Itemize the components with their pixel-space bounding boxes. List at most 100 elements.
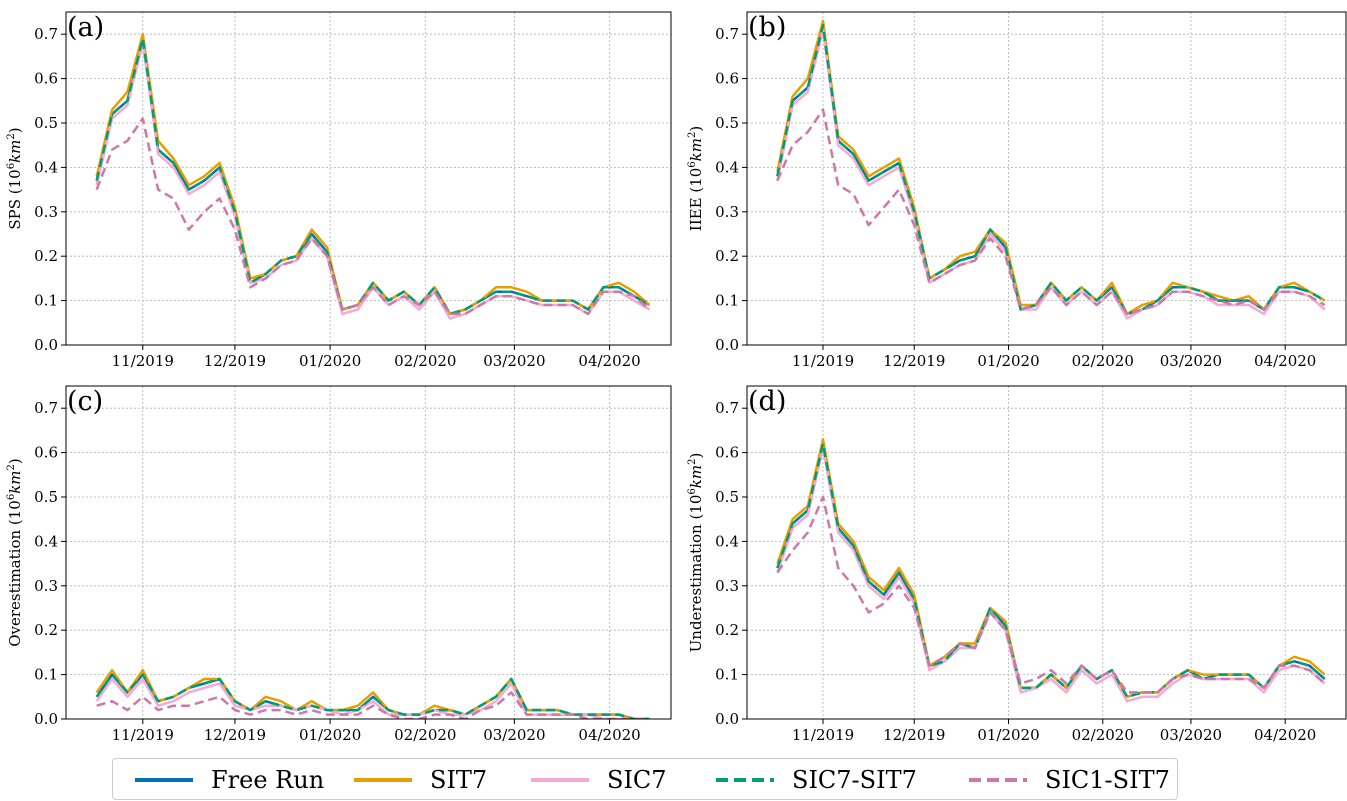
y-tick-label: 0.5 [34, 114, 58, 132]
y-tick-label: 0.3 [34, 203, 58, 221]
y-axis-label: Overestimation (106km2) [6, 458, 24, 647]
legend-item-sic7-sit7: SIC7-SIT7 [716, 759, 917, 801]
y-tick-label: 0.7 [715, 25, 739, 43]
series-line-sic7 [776, 446, 1326, 703]
legend-swatch-sit7 [354, 778, 412, 782]
panel-c: 0.0 0.1 0.2 0.3 0.4 0.5 0.6 0.7 11/2019 12/2019 01… [6, 385, 672, 744]
series-line-sic1-sit7 [776, 495, 1326, 694]
legend-swatch-sic7-sit7 [716, 778, 774, 782]
x-tick-label: 11/2019 [112, 352, 174, 370]
y-tick-label: 0.1 [715, 666, 739, 684]
series-line-sit7 [95, 668, 650, 719]
x-tick-label: 01/2020 [299, 726, 361, 744]
y-tick-label: 0.1 [34, 292, 58, 310]
x-tick-label: 02/2020 [394, 352, 456, 370]
legend-label-sit7: SIT7 [430, 766, 488, 794]
legend-swatch-sic1-sit7 [969, 778, 1027, 782]
x-tick-label: 11/2019 [792, 726, 854, 744]
legend-item-sic1-sit7: SIC1-SIT7 [969, 759, 1170, 801]
y-tick-label: 0.7 [34, 25, 58, 43]
y-tick-label: 0.3 [34, 577, 58, 595]
panel-letter: (c) [67, 386, 103, 417]
x-tick-label: 11/2019 [112, 726, 174, 744]
series-line-sic7 [776, 28, 1326, 320]
axes-frame [746, 385, 1347, 720]
y-tick-label: 0.6 [715, 444, 739, 462]
y-tick-label: 0.2 [715, 247, 739, 265]
figure: 0.0 0.1 0.2 0.3 0.4 0.5 0.6 0.7 11/2019 12/2019 01… [6, 11, 1347, 744]
y-tick-label: 0.4 [34, 158, 58, 176]
x-tick-label: 12/2019 [883, 726, 945, 744]
x-tick-label: 03/2020 [483, 726, 545, 744]
axes-frame [746, 11, 1347, 346]
x-tick-label: 01/2020 [299, 352, 361, 370]
y-tick-label: 0.0 [715, 336, 739, 354]
series-line-sit7 [776, 438, 1326, 699]
series-line-sic1-sit7 [96, 691, 650, 719]
series-line-sic7 [95, 41, 651, 320]
x-tick-label: 02/2020 [394, 726, 456, 744]
y-tick-label: 0.3 [715, 203, 739, 221]
x-tick-label: 03/2020 [1160, 352, 1222, 370]
x-tick-label: 02/2020 [1072, 352, 1134, 370]
legend-item-free-run: Free Run [135, 759, 324, 801]
y-tick-label: 0.0 [34, 710, 58, 728]
series-line-sic1-sit7 [95, 117, 651, 316]
legend-label-sic1-sit7: SIC1-SIT7 [1045, 766, 1170, 794]
series-line-sic7-sit7 [776, 442, 1326, 699]
y-tick-label: 0.6 [34, 444, 58, 462]
legend-label-free-run: Free Run [211, 766, 325, 794]
y-tick-label: 0.5 [715, 488, 739, 506]
y-tick-label: 0.6 [715, 70, 739, 88]
x-tick-label: 04/2020 [578, 352, 640, 370]
legend-label-sic7: SIC7 [607, 766, 667, 794]
x-tick-label: 04/2020 [1254, 726, 1316, 744]
x-tick-label: 03/2020 [483, 352, 545, 370]
axes-frame [65, 11, 672, 346]
y-tick-label: 0.7 [715, 399, 739, 417]
x-tick-label: 04/2020 [578, 726, 640, 744]
y-tick-label: 0.2 [34, 621, 58, 639]
y-tick-label: 0.1 [715, 292, 739, 310]
y-tick-label: 0.4 [715, 532, 739, 550]
x-tick-label: 12/2019 [204, 726, 266, 744]
legend-label-sic7-sit7: SIC7-SIT7 [792, 766, 917, 794]
panel-letter: (a) [67, 12, 104, 43]
y-tick-label: 0.2 [715, 621, 739, 639]
legend-item-sic7: SIC7 [531, 759, 667, 801]
legend-swatch-free-run [135, 778, 193, 782]
x-tick-label: 03/2020 [1160, 726, 1222, 744]
axes-frame [65, 385, 672, 720]
panel-letter: (d) [748, 386, 786, 417]
y-tick-label: 0.4 [715, 158, 739, 176]
x-tick-label: 12/2019 [204, 352, 266, 370]
x-tick-label: 12/2019 [883, 352, 945, 370]
panel-a: 0.0 0.1 0.2 0.3 0.4 0.5 0.6 0.7 11/2019 12/2019 01… [6, 11, 672, 370]
x-tick-label: 01/2020 [977, 726, 1039, 744]
y-tick-label: 0.5 [715, 114, 739, 132]
x-tick-label: 04/2020 [1254, 352, 1316, 370]
panel-d: 0.0 0.1 0.2 0.3 0.4 0.5 0.6 0.7 11/2019 12/2019 01… [687, 385, 1347, 744]
panel-letter: (b) [748, 12, 786, 43]
y-tick-label: 0.1 [34, 666, 58, 684]
y-tick-label: 0.3 [715, 577, 739, 595]
series-line-sic7-sit7 [776, 24, 1326, 316]
x-tick-label: 11/2019 [792, 352, 854, 370]
legend-item-sit7: SIT7 [354, 759, 487, 801]
y-tick-label: 0.5 [34, 488, 58, 506]
y-tick-label: 0.0 [34, 336, 58, 354]
y-axis-label: Underestimation (106km2) [687, 453, 705, 653]
y-tick-label: 0.0 [715, 710, 739, 728]
y-tick-label: 0.2 [34, 247, 58, 265]
legend: Free Run SIT7 SIC7 SIC7-SIT7 SIC1-SIT7 [112, 758, 1178, 800]
series-line-free-run [776, 442, 1326, 699]
y-tick-label: 0.4 [34, 532, 58, 550]
y-axis-label: SPS (106km2) [6, 127, 24, 229]
x-tick-label: 02/2020 [1072, 726, 1134, 744]
series-line-sic7-sit7 [95, 37, 651, 316]
panel-b: 0.0 0.1 0.2 0.3 0.4 0.5 0.6 0.7 11/2019 12/2019 01… [687, 11, 1347, 370]
y-tick-label: 0.6 [34, 70, 58, 88]
y-axis-label: IIEE (106km2) [687, 126, 705, 231]
legend-swatch-sic7 [531, 778, 589, 782]
y-tick-label: 0.7 [34, 399, 58, 417]
